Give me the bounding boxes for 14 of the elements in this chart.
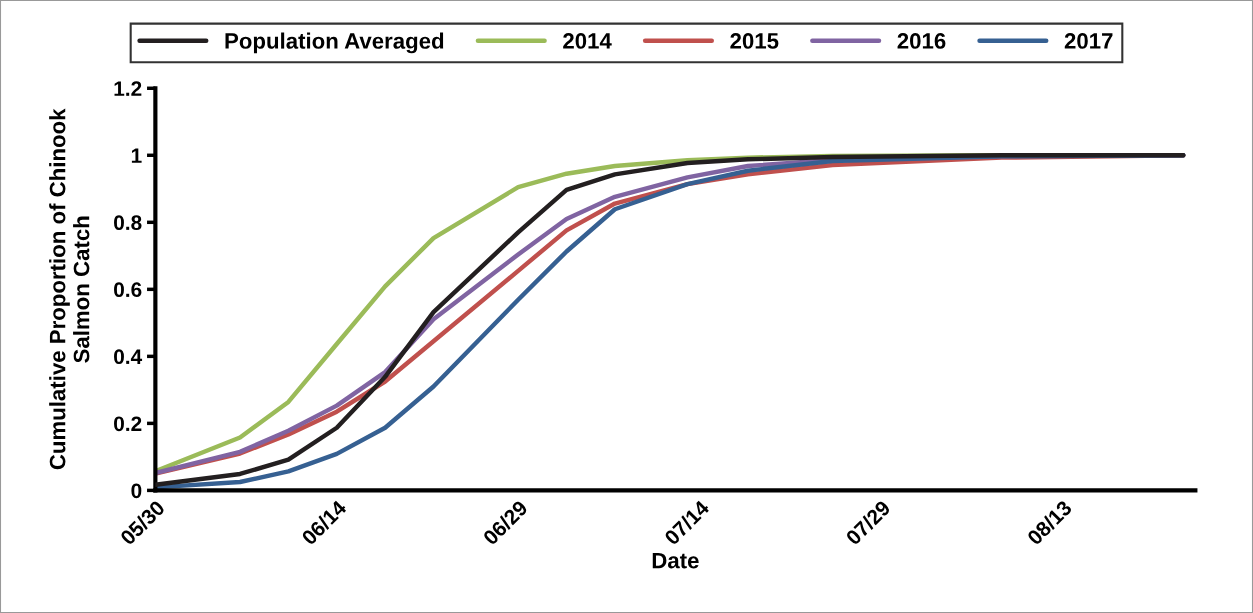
y-tick-label: 0.8 bbox=[114, 215, 142, 231]
x-axis-title: Date bbox=[652, 552, 699, 569]
legend-label: 2015 bbox=[730, 33, 779, 49]
y-axis-title: Cumulative Proportion of Chinook Salmon Catch bbox=[49, 108, 90, 470]
legend-label: 2014 bbox=[563, 33, 612, 49]
y-tick-label: 0 bbox=[131, 483, 142, 499]
legend-label: 2016 bbox=[897, 33, 946, 49]
y-tick-label: 0.6 bbox=[114, 282, 142, 298]
y-tick-label: 0.2 bbox=[114, 416, 142, 432]
y-tick-label: 0.4 bbox=[114, 349, 143, 365]
legend-label: 2017 bbox=[1064, 33, 1113, 49]
y-tick-label: 1.2 bbox=[114, 81, 142, 96]
legend-label: Population Averaged bbox=[225, 32, 444, 54]
y-tick-label: 1 bbox=[131, 148, 142, 163]
